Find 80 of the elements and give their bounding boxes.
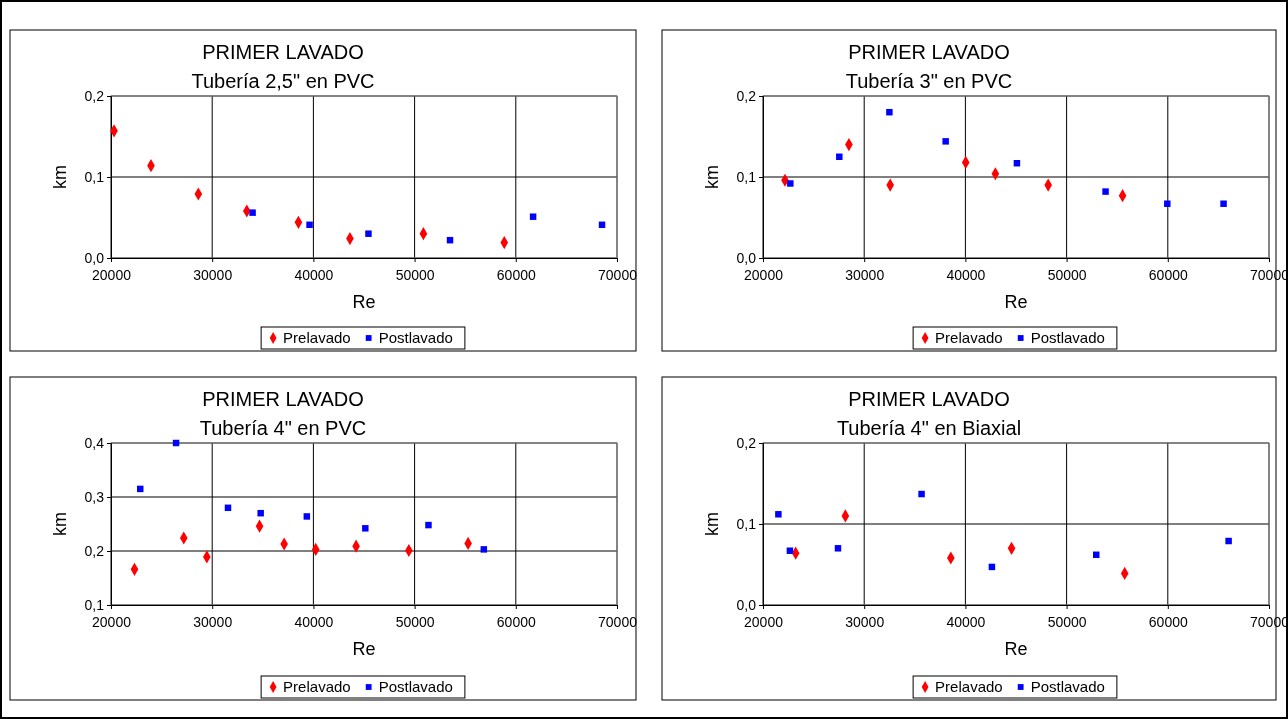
chart-subtitle: Tubería 4" en PVC (199, 417, 367, 439)
point (787, 180, 794, 187)
chart-subtitle: Tubería 2,5" en PVC (191, 70, 375, 92)
point (786, 547, 794, 554)
x-tick-label: 20000 (92, 614, 132, 631)
y-tick-label: 0,4 (84, 434, 105, 451)
y-tick-label: 0,2 (84, 542, 105, 559)
y-axis-title: km (50, 165, 70, 189)
y-tick-label: 0,0 (84, 249, 105, 266)
point (480, 546, 488, 553)
x-tick-label: 60000 (1148, 267, 1188, 284)
legend-label: Prelavado (283, 678, 351, 695)
y-tick-label: 0,1 (736, 515, 757, 532)
point (303, 513, 311, 520)
legend-label: Prelavado (283, 329, 351, 346)
point (425, 521, 432, 529)
chart-title: PRIMER LAVADO (848, 41, 1010, 63)
x-tick-label: 30000 (845, 267, 885, 284)
point (306, 221, 313, 229)
legend-label: Prelavado (935, 329, 1003, 346)
x-tick-label: 40000 (946, 267, 986, 284)
legend-label: Postlavado (378, 678, 453, 695)
x-tick-label: 70000 (598, 267, 638, 284)
chart-subtitle: Tubería 3" en PVC (845, 70, 1013, 92)
y-tick-label: 0,1 (736, 168, 757, 185)
x-tick-label: 50000 (1047, 267, 1087, 284)
x-tick-label: 30000 (193, 614, 233, 631)
point (1220, 200, 1227, 207)
point (365, 230, 372, 237)
point (942, 138, 949, 145)
chart-title: PRIMER LAVADO (202, 41, 364, 63)
x-tick-label: 50000 (395, 614, 435, 631)
x-tick-label: 50000 (395, 267, 435, 284)
y-tick-label: 0,1 (84, 596, 105, 613)
x-tick-label: 30000 (845, 614, 885, 631)
point (257, 509, 264, 517)
legend-label: Prelavado (935, 678, 1003, 695)
x-axis-title: Re (1004, 292, 1028, 312)
y-tick-label: 0,2 (736, 434, 757, 451)
x-axis-title: Re (352, 292, 376, 312)
chart-title: PRIMER LAVADO (202, 388, 364, 410)
y-tick-label: 0,0 (736, 249, 757, 266)
y-axis-title: km (702, 512, 722, 536)
point (886, 108, 893, 116)
point (249, 209, 256, 216)
point (775, 511, 782, 518)
y-tick-label: 0,0 (736, 596, 757, 613)
point (918, 490, 925, 498)
point (362, 525, 369, 532)
y-tick-label: 0,2 (84, 87, 105, 104)
y-tick-label: 0,3 (84, 488, 105, 505)
chart-title: PRIMER LAVADO (848, 388, 1010, 410)
x-axis-title: Re (352, 639, 376, 659)
x-tick-label: 60000 (496, 267, 536, 284)
point (529, 213, 537, 220)
point (1102, 188, 1109, 195)
y-tick-label: 0,2 (736, 87, 757, 104)
x-tick-label: 40000 (294, 267, 334, 284)
point (1225, 537, 1232, 545)
point (834, 545, 842, 552)
x-tick-label: 60000 (1148, 614, 1188, 631)
y-axis-title: km (50, 512, 70, 536)
x-tick-label: 40000 (294, 614, 334, 631)
y-axis-title: km (702, 165, 722, 189)
point (1164, 200, 1171, 207)
chart-subtitle: Tubería 4" en Biaxial (836, 417, 1022, 439)
x-tick-label: 20000 (744, 614, 784, 631)
x-tick-label: 60000 (496, 614, 536, 631)
legend-label: Postlavado (1030, 678, 1105, 695)
x-tick-label: 50000 (1047, 614, 1087, 631)
point (836, 153, 843, 160)
x-tick-label: 70000 (598, 614, 638, 631)
x-tick-label: 20000 (744, 267, 784, 284)
y-tick-label: 0,1 (84, 168, 105, 185)
legend-label: Postlavado (378, 329, 453, 346)
legend-label: Postlavado (1030, 329, 1105, 346)
x-axis-title: Re (1004, 639, 1028, 659)
x-tick-label: 20000 (92, 267, 132, 284)
x-tick-label: 30000 (193, 267, 233, 284)
x-tick-label: 40000 (946, 614, 986, 631)
